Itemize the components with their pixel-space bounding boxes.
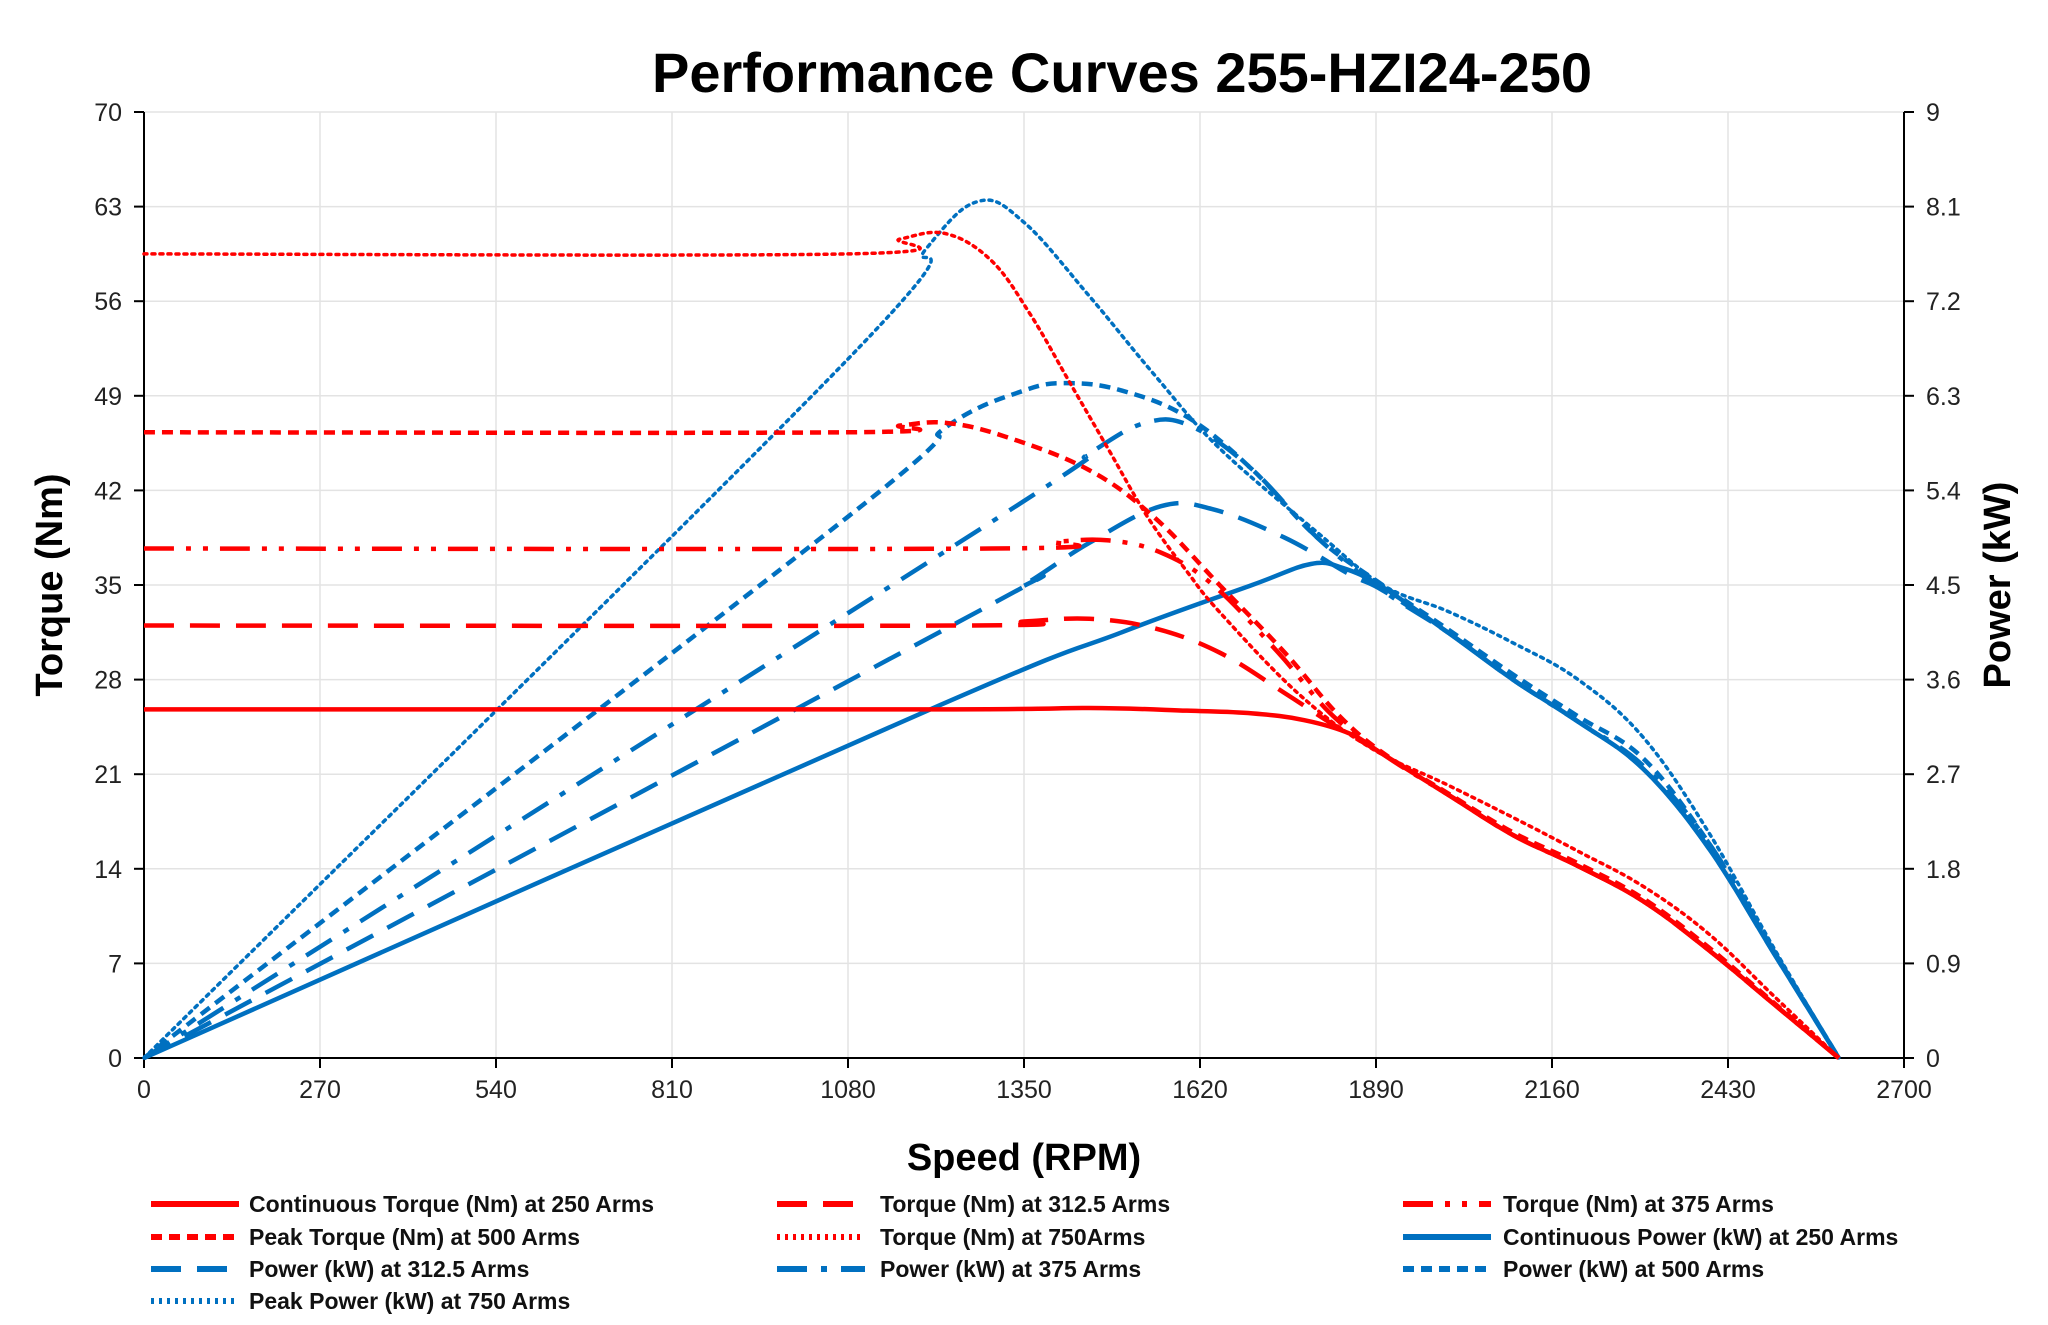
x-tick-label: 2700	[1876, 1076, 1932, 1104]
legend-label: Peak Torque (Nm) at 500 Arms	[249, 1224, 580, 1250]
x-tick-label: 1080	[820, 1076, 876, 1104]
legend-label: Power (kW) at 312.5 Arms	[249, 1256, 529, 1282]
y2-tick-label: 8.1	[1926, 194, 1961, 222]
y-tick-label: 14	[94, 856, 122, 884]
series-line-3	[143, 537, 1841, 1060]
gridlines	[144, 111, 1905, 1058]
y2-tick-label: 0.9	[1926, 950, 1961, 978]
legend-label: Power (kW) at 500 Arms	[1503, 1256, 1764, 1282]
y-tick-label: 21	[94, 761, 122, 789]
y2-tick-label: 6.3	[1926, 383, 1961, 411]
y2-tick-label: 0	[1926, 1045, 1940, 1073]
series-line-4	[143, 419, 1841, 1060]
x-tick-label: 1620	[1172, 1076, 1228, 1104]
chart-title: Performance Curves 255-HZI24-250	[652, 41, 1592, 104]
y2-tick-label: 9	[1926, 99, 1940, 127]
axes: 0 270 540 810 1080 1350 1620 1890 2160 2430 2700 0 7…	[94, 99, 1961, 1104]
y2-tick-label: 7.2	[1926, 288, 1961, 316]
x-tick-label: 810	[651, 1076, 693, 1104]
series-lines	[142, 198, 1841, 1061]
y-tick-label: 28	[94, 667, 122, 695]
y2-tick-label: 1.8	[1926, 856, 1961, 884]
y2-tick-label: 4.5	[1926, 572, 1961, 600]
x-tick-label: 0	[137, 1076, 151, 1104]
y2-axis-title: Power (kW)	[1977, 482, 2019, 689]
y-axis-title: Torque (Nm)	[29, 473, 71, 696]
x-tick-label: 270	[299, 1076, 341, 1104]
series-line-1	[143, 705, 1841, 1060]
series-line-7	[142, 500, 1841, 1060]
y2-tick-label: 3.6	[1926, 667, 1961, 695]
series-line-10	[142, 198, 1841, 1060]
legend-label: Peak Power (kW) at 750 Arms	[249, 1288, 570, 1314]
legend-label: Continuous Power (kW) at 250 Arms	[1503, 1224, 1898, 1250]
x-tick-label: 1350	[996, 1076, 1052, 1104]
x-axis-title: Speed (RPM)	[907, 1137, 1141, 1179]
series-line-5	[142, 230, 1841, 1060]
legend-label: Power (kW) at 375 Arms	[880, 1256, 1141, 1282]
y-tick-label: 35	[94, 572, 122, 600]
y-tick-label: 49	[94, 383, 122, 411]
series-line-6	[143, 560, 1841, 1061]
x-tick-label: 2160	[1524, 1076, 1580, 1104]
y-tick-label: 0	[108, 1045, 122, 1073]
x-tick-label: 540	[475, 1076, 517, 1104]
y-tick-label: 7	[108, 950, 122, 978]
y-tick-label: 56	[94, 288, 122, 316]
y-tick-label: 42	[94, 477, 122, 505]
legend-label: Continuous Torque (Nm) at 250 Arms	[249, 1191, 654, 1217]
y-tick-label: 70	[94, 99, 122, 127]
legend: Continuous Torque (Nm) at 250 Arms Torque…	[151, 1191, 1898, 1314]
series-line-9	[142, 380, 1841, 1060]
x-tick-label: 2430	[1700, 1076, 1756, 1104]
y2-tick-label: 2.7	[1926, 761, 1961, 789]
y2-tick-label: 5.4	[1926, 477, 1961, 505]
x-tick-label: 1890	[1348, 1076, 1404, 1104]
series-line-8	[142, 417, 1841, 1060]
y-tick-label: 63	[94, 194, 122, 222]
legend-label: Torque (Nm) at 312.5 Arms	[880, 1191, 1170, 1217]
legend-label: Torque (Nm) at 375 Arms	[1503, 1191, 1774, 1217]
legend-label: Torque (Nm) at 750Arms	[880, 1224, 1145, 1250]
